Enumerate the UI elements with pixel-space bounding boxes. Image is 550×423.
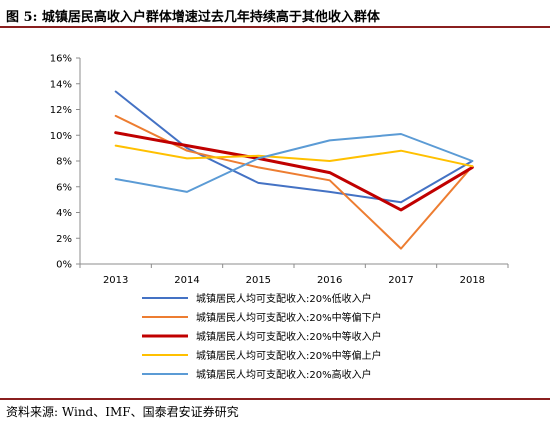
legend-item: 城镇居民人均可支配收入:20%低收入户 <box>142 292 372 305</box>
x-tick-label: 2013 <box>103 275 128 286</box>
legend-item: 城镇居民人均可支配收入:20%高收入户 <box>142 368 372 381</box>
y-tick-label: 2% <box>56 234 72 245</box>
legend-item: 城镇居民人均可支配收入:20%中等偏下户 <box>142 311 382 324</box>
series-line-1 <box>114 90 474 204</box>
y-tick-label: 16% <box>50 54 72 65</box>
y-tick-label: 12% <box>50 105 72 116</box>
line-chart: 0%2%4%6%8%10%12%14%16% 2013 2014 2015 2016 2… <box>50 54 509 381</box>
x-tick-label: 2017 <box>388 275 413 286</box>
y-axis: 0% 2% 4% 6% 8% 10% 12% 14% 16% <box>50 54 81 271</box>
legend-item: 城镇居民人均可支配收入:20%中等偏上户 <box>142 349 382 362</box>
series-line-3 <box>114 131 474 212</box>
figure-title: 图 5: 城镇居民高收入户群体增速过去几年持续高于其他收入群体 <box>6 10 380 25</box>
y-tick-label: 14% <box>50 79 72 90</box>
legend: 城镇居民人均可支配收入:20%低收入户城镇居民人均可支配收入:20%中等偏下户城… <box>142 292 382 381</box>
legend-label: 城镇居民人均可支配收入:20%中等偏上户 <box>196 349 382 362</box>
legend-label: 城镇居民人均可支配收入:20%中等收入户 <box>196 330 382 343</box>
x-tick-label: 2014 <box>174 275 199 286</box>
y-tick-label: 8% <box>56 157 72 168</box>
source-note: 资料来源: Wind、IMF、国泰君安证券研究 <box>6 405 239 419</box>
series-line-5 <box>114 133 474 193</box>
top-rule <box>0 26 550 28</box>
y-tick-label: 4% <box>56 208 72 219</box>
x-tick-label: 2015 <box>246 275 271 286</box>
bottom-rule <box>0 398 550 400</box>
y-tick-label: 0% <box>56 260 72 271</box>
x-tick-label: 2016 <box>317 275 342 286</box>
x-axis: 2013 2014 2015 2016 2017 2018 <box>79 263 509 286</box>
legend-label: 城镇居民人均可支配收入:20%中等偏下户 <box>196 311 382 324</box>
y-tick-label: 6% <box>56 182 72 193</box>
legend-label: 城镇居民人均可支配收入:20%高收入户 <box>196 368 372 381</box>
y-tick-label: 10% <box>50 131 72 142</box>
legend-label: 城镇居民人均可支配收入:20%低收入户 <box>196 292 372 305</box>
series-line-4 <box>114 144 474 168</box>
x-tick-label: 2018 <box>460 275 485 286</box>
series-line-2 <box>114 114 474 250</box>
series-lines <box>114 90 474 250</box>
legend-item: 城镇居民人均可支配收入:20%中等收入户 <box>142 330 382 343</box>
